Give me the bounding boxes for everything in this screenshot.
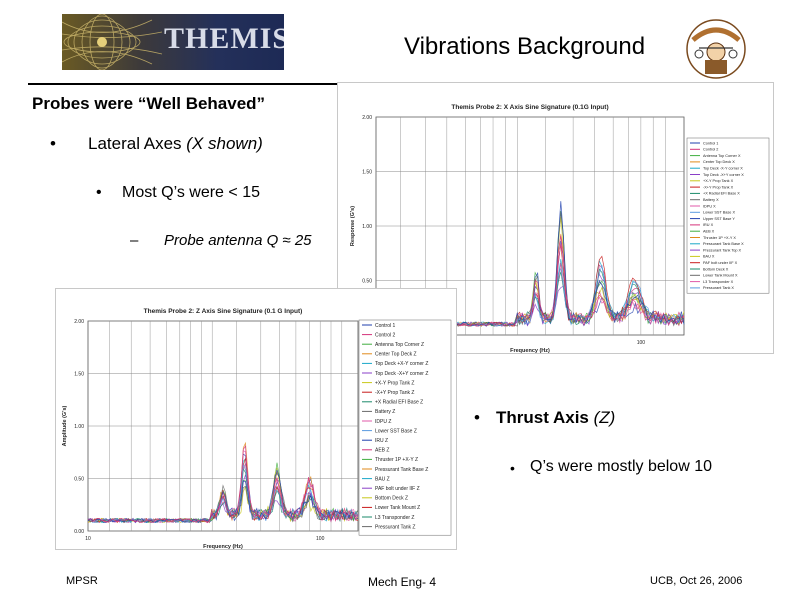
series-line xyxy=(87,469,359,524)
legend-entry: L3 Transponder X xyxy=(703,280,734,284)
legend-entry: Pressurant Tank Z xyxy=(375,524,415,530)
legend-entry: AEB X xyxy=(703,230,715,234)
logo-text: THEMIS xyxy=(164,22,284,55)
bullet-thrust-axis: Thrust Axis (Z) xyxy=(496,408,615,428)
legend-entry: Top Deck -X+Y corner Z xyxy=(375,371,428,377)
bullet-symbol: • xyxy=(474,408,480,427)
series-line xyxy=(87,464,359,524)
legend-entry: Antenna Top Corner Z xyxy=(375,342,424,348)
legend-entry: Control 2 xyxy=(375,332,396,338)
thrust-axis-note: (Z) xyxy=(593,408,616,427)
legend-entry: PAF bolt under IIF X xyxy=(703,261,738,265)
legend-entry: Antenna Top Corner X xyxy=(703,154,741,158)
footer-date: UCB, Oct 26, 2006 xyxy=(650,575,743,587)
themis-logo-banner: THEMIS xyxy=(62,14,284,70)
legend-entry: Bottom Deck Z xyxy=(375,496,408,502)
footer-page: Mech Eng- 4 xyxy=(368,575,437,589)
legend-entry: +X-Y Prop Tank Z xyxy=(375,380,414,386)
legend-box xyxy=(686,137,770,294)
legend-entry: -X+Y Prop Tank X xyxy=(703,185,734,189)
y-axis-label: Response (G's) xyxy=(350,206,356,246)
legend-entry: Pressurant Tank Base Z xyxy=(375,467,428,473)
dash-symbol: – xyxy=(130,232,139,249)
legend-entry: IRU X xyxy=(703,223,714,227)
legend-entry: +X Radial EFI Base X xyxy=(703,192,740,196)
bullet-lateral-axes: Lateral Axes (X shown) xyxy=(88,134,263,154)
legend-entry: PAF bolt under IIF Z xyxy=(375,486,420,492)
legend-entry: Lower SST Base Z xyxy=(375,428,417,434)
legend-entry: Pressurant Tank X xyxy=(703,286,734,290)
y-tick-label: 1.00 xyxy=(74,424,84,430)
chart-title: Themis Probe 2: Z Axis Sine Signature (0… xyxy=(144,308,303,315)
legend-entry: Thruster 1P +X-Y Z xyxy=(375,457,418,463)
legend-entry: +X-Y Prop Tank X xyxy=(703,179,734,183)
legend-box xyxy=(358,319,452,536)
bullet-symbol: • xyxy=(96,184,102,201)
legend-entry: Control 1 xyxy=(703,141,718,145)
legend-entry: Battery X xyxy=(703,198,719,202)
legend-entry: AEB Z xyxy=(375,448,389,454)
x-axis-label: Frequency (Hz) xyxy=(203,544,243,550)
legend-entry: Top Deck +X-Y corner Z xyxy=(375,361,428,367)
legend-entry: Pressurant Tank Top X xyxy=(703,248,742,252)
slide-title: Vibrations Background xyxy=(404,33,646,60)
x-tick-label: 100 xyxy=(637,340,646,346)
x-tick-label: 10 xyxy=(85,536,91,542)
bullet-q-thrust: Q’s were mostly below 10 xyxy=(530,458,712,475)
chart-title: Themis Probe 2: X Axis Sine Signature (0… xyxy=(451,104,608,111)
x-tick-label: 100 xyxy=(316,536,325,542)
legend-entry: Top Deck -X+Y corner X xyxy=(703,173,744,177)
probes-heading: Probes were “Well Behaved” xyxy=(32,94,266,113)
legend-entry: -X+Y Prop Tank Z xyxy=(375,390,414,396)
legend-entry: IRU Z xyxy=(375,438,388,444)
legend-entry: Top Deck -X-Y corner X xyxy=(703,167,743,171)
legend-entry: IDPU Z xyxy=(375,419,391,425)
lateral-axes-note: (X shown) xyxy=(186,134,263,153)
y-tick-label: 2.00 xyxy=(362,115,372,121)
legend-entry: Bottom Deck X xyxy=(703,267,729,271)
y-tick-label: 0.00 xyxy=(74,529,84,535)
bullet-probe-antenna: Probe antenna Q ≈ 25 xyxy=(164,232,312,249)
legend-entry: Lower Tank Mount X xyxy=(703,274,738,278)
legend-entry: L3 Transponder Z xyxy=(375,515,414,521)
y-axis-label: Amplitude (G's) xyxy=(62,405,68,446)
legend-entry: +X Radial EFI Base Z xyxy=(375,400,423,406)
legend-entry: Pressurant Tank Base X xyxy=(703,242,744,246)
x-axis-label: Frequency (Hz) xyxy=(510,348,550,354)
z-axis-chart-svg: Themis Probe 2: Z Axis Sine Signature (0… xyxy=(62,308,452,550)
bullet-q-lateral: Most Q’s were < 15 xyxy=(122,184,260,201)
legend-entry: BAU X xyxy=(703,255,715,259)
legend-entry: Thruster 1P +X-Y X xyxy=(703,236,736,240)
legend-entry: Control 1 xyxy=(375,323,396,329)
z-axis-sine-chart: Themis Probe 2: Z Axis Sine Signature (0… xyxy=(55,288,457,550)
y-tick-label: 0.50 xyxy=(74,477,84,483)
legend-entry: Lower Tank Mount Z xyxy=(375,505,420,511)
y-tick-label: 0.50 xyxy=(362,279,372,285)
footer-left: MPSR xyxy=(66,575,98,587)
bullet-symbol: • xyxy=(510,460,515,476)
legend-entry: BAU Z xyxy=(375,476,390,482)
lateral-axes-label: Lateral Axes xyxy=(88,134,187,153)
y-tick-label: 1.50 xyxy=(362,170,372,176)
legend-entry: Battery Z xyxy=(375,409,395,415)
legend-entry: Center Top Deck Z xyxy=(375,352,417,358)
y-tick-label: 1.50 xyxy=(74,372,84,378)
legend-entry: Upper SST Base Y xyxy=(703,217,735,221)
legend-entry: Control 2 xyxy=(703,148,718,152)
thrust-axis-label: Thrust Axis xyxy=(496,408,594,427)
y-tick-label: 2.00 xyxy=(74,319,84,325)
legend-entry: Lower SST Base X xyxy=(703,211,735,215)
series-line xyxy=(87,444,359,523)
y-tick-label: 1.00 xyxy=(362,224,372,230)
bullet-symbol: • xyxy=(50,134,56,153)
legend-entry: IDPU X xyxy=(703,204,716,208)
orbit-graphic-icon xyxy=(62,14,163,70)
themis-mascot-icon xyxy=(686,19,746,79)
legend-entry: Center Top Deck X xyxy=(703,160,735,164)
